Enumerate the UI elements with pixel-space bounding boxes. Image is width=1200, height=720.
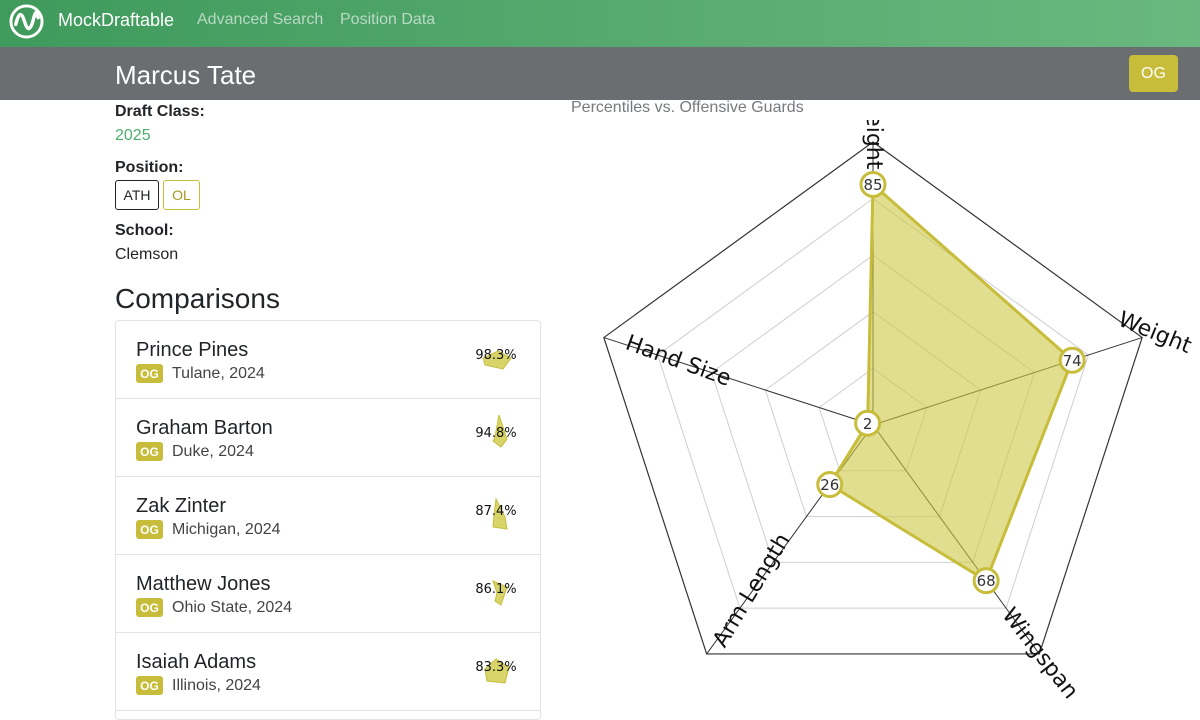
comparison-meta: Illinois, 2024 (172, 677, 261, 694)
list-item[interactable]: Zak Zinter OG Michigan, 2024 87.4% (116, 477, 540, 555)
comparisons-list: Prince Pines OG Tulane, 2024 98.3% Graha… (115, 320, 541, 720)
school-value: Clemson (115, 246, 179, 263)
sine-wave-logo-icon[interactable] (9, 4, 44, 39)
position-tag: OG (136, 598, 163, 617)
comparison-meta: Ohio State, 2024 (172, 599, 293, 616)
player-header: Marcus Tate OG (0, 47, 1200, 100)
chart-title: Percentiles vs. Offensive Guards (571, 99, 804, 116)
position-badge-ol[interactable]: OL (163, 180, 200, 210)
list-item[interactable]: Graham Barton OG Duke, 2024 94.8% (116, 399, 540, 477)
comparison-meta: Duke, 2024 (172, 443, 254, 460)
position-tag: OG (136, 364, 163, 383)
position-badge-button[interactable]: OG (1129, 55, 1178, 92)
list-item[interactable]: Isaiah Adams OG Illinois, 2024 83.3% (116, 633, 540, 711)
top-navbar: MockDraftable Advanced Search Position D… (0, 0, 1200, 47)
draft-class-link[interactable]: 2025 (115, 127, 151, 144)
position-label: Position: (115, 159, 184, 176)
comparison-name[interactable]: Graham Barton (136, 417, 273, 439)
mini-radar-icon (484, 658, 510, 684)
radar-value-marker (972, 567, 1000, 595)
mini-radar-icon (492, 414, 508, 448)
list-item[interactable]: Matthew Jones OG Ohio State, 2024 86.1% (116, 555, 540, 633)
similarity-percent: 86.1% (475, 582, 517, 597)
position-tag: OG (136, 442, 163, 461)
brand-link[interactable]: MockDraftable (58, 10, 175, 30)
similarity-percent: 83.3% (475, 660, 517, 675)
radar-value-label: 2 (863, 415, 873, 433)
position-badge-ath[interactable]: ATH (115, 180, 159, 210)
comparisons-heading: Comparisons (115, 283, 280, 314)
comparison-name[interactable]: Zak Zinter (136, 495, 227, 517)
radar-value-marker (816, 471, 844, 499)
comparison-meta: Tulane, 2024 (172, 365, 265, 382)
comparison-name[interactable]: Matthew Jones (136, 573, 271, 595)
radar-axis-label: Height (861, 120, 886, 170)
similarity-percent: 94.8% (475, 426, 517, 441)
position-tag: OG (136, 520, 163, 539)
radar-value-marker (1058, 346, 1086, 374)
radar-value-marker (859, 170, 887, 198)
comparison-name[interactable]: Isaiah Adams (136, 651, 257, 673)
draft-class-label: Draft Class: (115, 103, 205, 120)
similarity-percent: 98.3% (475, 348, 517, 363)
similarity-percent: 87.4% (475, 504, 517, 519)
nav-advanced-search[interactable]: Advanced Search (197, 11, 324, 28)
school-label: School: (115, 222, 174, 239)
mini-radar-icon (492, 497, 508, 530)
list-item[interactable]: Prince Pines OG Tulane, 2024 98.3% (116, 321, 540, 399)
radar-axis-line (603, 337, 874, 426)
mini-radar-icon (492, 580, 508, 606)
radar-value-label: 68 (977, 572, 996, 590)
radar-value-label: 26 (820, 476, 839, 494)
radar-value-label: 85 (863, 176, 882, 194)
radar-grid-ring (603, 141, 1143, 655)
nav-position-data[interactable]: Position Data (340, 11, 436, 28)
comparison-meta: Michigan, 2024 (172, 521, 281, 538)
radar-grid-ring (657, 197, 1089, 609)
radar-data-area (827, 181, 1074, 583)
radar-axis-label: Weight (1114, 307, 1195, 359)
radar-value-label: 74 (1063, 352, 1082, 370)
radar-value-marker (854, 409, 882, 437)
radar-axis-label: Arm Length (708, 529, 795, 652)
mini-radar-icon (482, 350, 512, 370)
position-tag: OG (136, 676, 163, 695)
comparison-name[interactable]: Prince Pines (136, 339, 249, 361)
player-name: Marcus Tate (115, 60, 257, 90)
